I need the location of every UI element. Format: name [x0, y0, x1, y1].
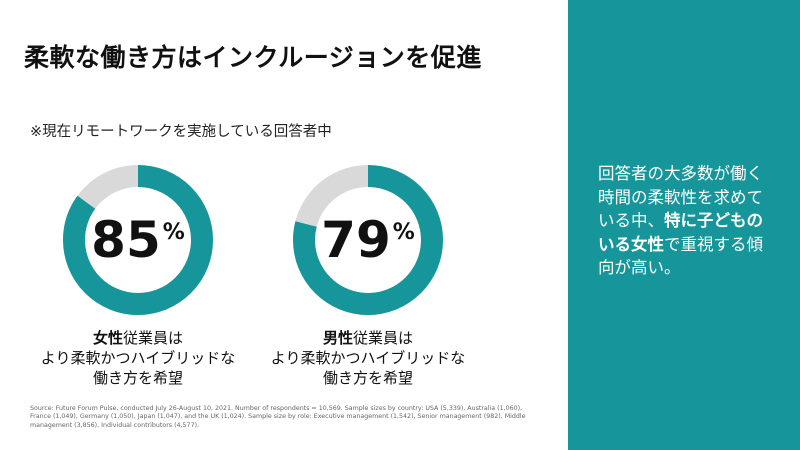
donut-value-women: 85 % [58, 160, 218, 320]
caption-women-line2: より柔軟かつハイブリッドな [40, 349, 236, 367]
donut-arc-women [63, 165, 213, 315]
donut-percent-sign-women: % [162, 220, 185, 245]
summary-text: 回答者の大多数が働く時間の柔軟性を求めている中、特に子どものいる女性で重視する傾… [598, 162, 778, 280]
caption-women-line1: 女性従業員は [28, 328, 248, 348]
caption-men-line1-rest: 従業員は [353, 329, 414, 347]
donut-svg-women [63, 165, 213, 315]
respondent-note: ※現在リモートワークを実施している回答者中 [30, 124, 332, 140]
slide-title: 柔軟な働き方はインクルージョンを促進 [24, 43, 482, 72]
caption-men: 男性従業員は より柔軟かつハイブリッドな 働き方を希望 [258, 328, 478, 388]
caption-women-line3: 働き方を希望 [92, 369, 183, 387]
caption-men-bold: 男性 [322, 329, 353, 347]
donut-number-women: 85 [91, 211, 161, 269]
donut-value-men: 79 % [288, 160, 448, 320]
donut-chart-women: 85 % [58, 160, 218, 320]
donut-chart-men: 79 % [288, 160, 448, 320]
caption-men-line1: 男性従業員は [258, 328, 478, 348]
caption-women-bold: 女性 [92, 329, 123, 347]
caption-men-line2: より柔軟かつハイブリッドな [270, 349, 466, 367]
caption-women: 女性従業員は より柔軟かつハイブリッドな 働き方を希望 [28, 328, 248, 388]
caption-men-line3: 働き方を希望 [322, 369, 413, 387]
caption-women-line1-rest: 従業員は [123, 329, 184, 347]
summary-text-highlight: 特に子どものいる女性 [598, 211, 763, 254]
donut-arc-men [293, 165, 443, 315]
summary-text-part1: 回答者の大多数が働く時間の柔軟性を求めている中、 [598, 164, 763, 230]
summary-text-part2: で重視する傾向が高い。 [598, 234, 763, 278]
donut-number-men: 79 [321, 211, 391, 269]
donut-svg-men [293, 165, 443, 315]
donut-percent-sign-men: % [392, 220, 415, 245]
source-footnote: Source: Future Forum Pulse, conducted Ju… [30, 405, 526, 429]
summary-panel: 回答者の大多数が働く時間の柔軟性を求めている中、特に子どものいる女性で重視する傾… [568, 0, 800, 450]
